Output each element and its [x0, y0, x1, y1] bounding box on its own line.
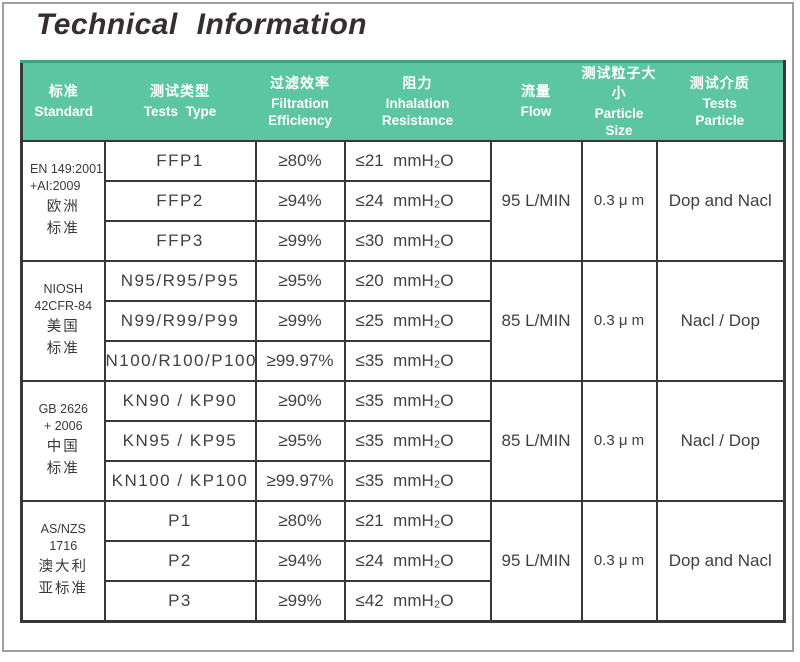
- standard-code: NIOSH 42CFR-84: [34, 282, 93, 313]
- cell-test-medium: Nacl / Dop: [655, 259, 786, 382]
- standard-code: AS/NZS 1716: [40, 522, 86, 553]
- cell-resistance: ≤25 mmH₂O: [343, 299, 492, 342]
- table-row: KN95 / KP95 ≥95% ≤35 mmH₂O: [22, 419, 785, 462]
- cell-flow: 85 L/MIN: [489, 379, 583, 502]
- cell-resistance: ≤35 mmH₂O: [343, 339, 492, 382]
- cell-tests-type: KN90 / KP90: [103, 379, 257, 422]
- cell-tests-type: N100/R100/P100: [103, 339, 257, 382]
- cell-tests-type: N95/R95/P95: [103, 259, 257, 302]
- cell-resistance: ≤30 mmH₂O: [343, 219, 492, 262]
- cell-test-medium: Nacl / Dop: [655, 379, 786, 502]
- cell-resistance: ≤35 mmH₂O: [343, 459, 492, 502]
- standard-zh: 欧洲 标准: [46, 198, 80, 237]
- table-row: FFP2 ≥94% ≤24 mmH₂O: [22, 179, 785, 222]
- standard-code: GB 2626 + 2006: [38, 402, 88, 433]
- standard-zh: 美国 标准: [46, 318, 80, 357]
- standard-code: EN 149:2001 +AI:2009: [30, 162, 103, 193]
- cell-resistance: ≤42 mmH₂O: [343, 579, 492, 623]
- table-row: FFP3 ≥99% ≤30 mmH₂O: [22, 219, 785, 262]
- header-row: 标准 Standard 测试类型 Tests Type 过滤效率 Filtrat…: [21, 61, 785, 141]
- header-particle-size-en: Particle Size: [594, 106, 644, 138]
- header-test-medium-en: Tests Particle: [695, 96, 745, 128]
- table-row: GB 2626 + 2006 中国 标准 KN90 / KP90 ≥90% ≤3…: [20, 379, 786, 502]
- header-filtration-zh: 过滤效率: [270, 75, 330, 91]
- table-row: P2 ≥94% ≤24 mmH₂O: [22, 539, 785, 582]
- standard-zh: 澳大利 亚标准: [38, 558, 88, 597]
- cell-flow: 95 L/MIN: [489, 499, 583, 623]
- table-row: AS/NZS 1716 澳大利 亚标准 P1 ≥80% ≤21 mmH₂O 95…: [20, 499, 786, 623]
- table-row: KN100 / KP100 ≥99.97% ≤35 mmH₂O: [22, 459, 785, 502]
- cell-efficiency: ≥99%: [254, 299, 346, 342]
- page-title: Technical Information: [36, 8, 368, 41]
- cell-test-medium: Dop and Nacl: [655, 499, 786, 623]
- header-resistance-en: Inhalation Resistance: [381, 96, 454, 128]
- cell-tests-type: FFP2: [103, 179, 257, 222]
- cell-efficiency: ≥99.97%: [254, 339, 346, 382]
- cell-tests-type: KN100 / KP100: [103, 459, 257, 502]
- header-cell-tests-type: 测试类型 Tests Type: [104, 61, 256, 141]
- cell-resistance: ≤21 mmH₂O: [343, 139, 492, 182]
- header-particle-size-zh: 测试粒子大小: [581, 65, 657, 101]
- cell-particle-size: 0.3 μ m: [580, 259, 658, 382]
- cell-tests-type: KN95 / KP95: [103, 419, 257, 462]
- cell-flow: 85 L/MIN: [489, 259, 583, 382]
- cell-efficiency: ≥95%: [254, 419, 346, 462]
- cell-tests-type: P2: [103, 539, 257, 582]
- header-filtration-en: Filtration Efficiency: [268, 96, 332, 128]
- cell-efficiency: ≥80%: [254, 139, 346, 182]
- cell-standard-en149: EN 149:2001 +AI:2009 欧洲 标准: [20, 139, 106, 262]
- table-row: N99/R99/P99 ≥99% ≤25 mmH₂O: [22, 299, 785, 342]
- header-cell-standard: 标准 Standard: [21, 61, 105, 141]
- cell-resistance: ≤24 mmH₂O: [343, 539, 492, 582]
- header-cell-flow: 流量 Flow: [490, 61, 582, 141]
- cell-test-medium: Dop and Nacl: [655, 139, 786, 262]
- cell-efficiency: ≥95%: [254, 259, 346, 302]
- cell-efficiency: ≥90%: [254, 379, 346, 422]
- header-tests-type-en: Tests Type: [143, 104, 217, 120]
- header-tests-type-zh: 测试类型: [150, 83, 210, 100]
- cell-tests-type: P3: [103, 579, 257, 623]
- cell-resistance: ≤24 mmH₂O: [343, 179, 492, 222]
- cell-efficiency: ≥94%: [254, 179, 346, 222]
- header-cell-particle-size: 测试粒子大小 Particle Size: [581, 61, 657, 141]
- cell-efficiency: ≥99%: [254, 579, 346, 623]
- header-standard-en: Standard: [34, 104, 93, 120]
- cell-standard-asnzs: AS/NZS 1716 澳大利 亚标准: [20, 499, 106, 623]
- table-row: N100/R100/P100 ≥99.97% ≤35 mmH₂O: [22, 339, 785, 382]
- standard-zh: 中国 标准: [46, 438, 80, 477]
- header-test-medium-zh: 测试介质: [689, 75, 750, 91]
- cell-efficiency: ≥99.97%: [254, 459, 346, 502]
- table-row: EN 149:2001 +AI:2009 欧洲 标准 FFP1 ≥80% ≤21…: [20, 139, 786, 262]
- cell-resistance: ≤21 mmH₂O: [343, 499, 492, 542]
- header-standard-zh: 标准: [48, 83, 79, 100]
- cell-tests-type: P1: [103, 499, 257, 542]
- cell-resistance: ≤35 mmH₂O: [343, 379, 492, 422]
- cell-resistance: ≤20 mmH₂O: [343, 259, 492, 302]
- cell-standard-gb2626: GB 2626 + 2006 中国 标准: [20, 379, 106, 502]
- header-cell-resistance: 阻力 Inhalation Resistance: [344, 61, 491, 141]
- cell-flow: 95 L/MIN: [489, 139, 583, 262]
- cell-efficiency: ≥80%: [254, 499, 346, 542]
- cell-resistance: ≤35 mmH₂O: [343, 419, 492, 462]
- technical-spec-table: 标准 Standard 测试类型 Tests Type 过滤效率 Filtrat…: [20, 60, 786, 623]
- cell-particle-size: 0.3 μ m: [580, 499, 658, 623]
- cell-particle-size: 0.3 μ m: [580, 139, 658, 262]
- cell-efficiency: ≥94%: [254, 539, 346, 582]
- table-row: NIOSH 42CFR-84 美国 标准 N95/R95/P95 ≥95% ≤2…: [20, 259, 786, 382]
- header-cell-test-medium: 测试介质 Tests Particle: [656, 61, 785, 141]
- cell-tests-type: FFP1: [103, 139, 257, 182]
- header-flow-zh: 流量: [521, 83, 551, 100]
- table-row: P3 ≥99% ≤42 mmH₂O: [22, 579, 785, 623]
- cell-tests-type: FFP3: [103, 219, 257, 262]
- cell-standard-niosh: NIOSH 42CFR-84 美国 标准: [20, 259, 106, 382]
- cell-tests-type: N99/R99/P99: [103, 299, 257, 342]
- header-flow-en: Flow: [520, 104, 552, 120]
- cell-particle-size: 0.3 μ m: [580, 379, 658, 502]
- cell-efficiency: ≥99%: [254, 219, 346, 262]
- header-resistance-zh: 阻力: [402, 75, 433, 91]
- header-cell-filtration: 过滤效率 Filtration Efficiency: [255, 61, 345, 141]
